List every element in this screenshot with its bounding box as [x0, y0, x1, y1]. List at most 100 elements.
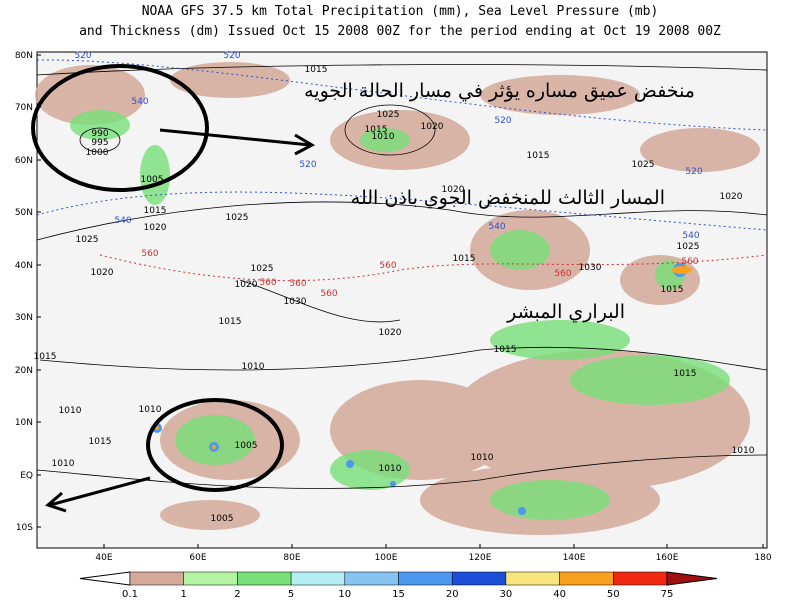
colorbar-swatch — [613, 571, 668, 586]
contour-label: 995 — [91, 138, 108, 148]
colorbar-label: 40 — [553, 589, 566, 600]
contour-label: 1010 — [242, 362, 265, 372]
colorbar: 0.1 1 2 5 10 15 20 30 40 50 75 — [79, 571, 718, 600]
colorbar-swatch — [129, 571, 184, 586]
colorbar-label: 50 — [607, 589, 620, 600]
colorbar-swatch — [559, 571, 614, 586]
contour-label: 1005 — [211, 514, 234, 524]
contour-label: 1000 — [86, 148, 109, 158]
lat-label: 60N — [15, 156, 33, 166]
lat-label: 70N — [15, 103, 33, 113]
arrow — [45, 128, 316, 513]
colorbar-label: 0.1 — [122, 589, 138, 600]
colorbar-label: 5 — [288, 589, 294, 600]
thickness — [36, 59, 768, 231]
colorbar-label: 1 — [181, 589, 187, 600]
colorbar-end — [79, 571, 131, 586]
contour-label: 560 — [320, 289, 337, 299]
contour-label: 520 — [299, 160, 316, 170]
contour-label: 1010 — [59, 406, 82, 416]
lon-label: 100E — [375, 553, 398, 563]
lat-label: 50N — [15, 208, 33, 218]
contour-label: 1005 — [141, 175, 164, 185]
contour-label: 1015 — [219, 317, 242, 327]
title-line: NOAA GFS 37.5 km Total Precipitation (mm… — [142, 4, 659, 19]
contour-label: 1025 — [677, 242, 700, 252]
map — [31, 51, 768, 549]
lon-label: 160E — [656, 553, 679, 563]
contour-label: 560 — [554, 269, 571, 279]
contour-label: 1030 — [579, 263, 602, 273]
contour-label: 1025 — [226, 213, 249, 223]
contour-label: 1025 — [251, 264, 274, 274]
colorbar-swatch — [398, 571, 453, 586]
contour-label: 1015 — [453, 254, 476, 264]
colorbar-swatch — [183, 571, 238, 586]
lat-label: 10S — [16, 523, 33, 533]
lat-label: 20N — [15, 366, 33, 376]
contour-label: 520 — [685, 167, 702, 177]
colorbar-swatch — [290, 571, 346, 586]
contour-label: 1015 — [661, 285, 684, 295]
contour-label: 540 — [488, 222, 505, 232]
lon-label: 180 — [754, 553, 771, 563]
colorbar-label: 15 — [392, 589, 405, 600]
contour-label: 1010 — [379, 464, 402, 474]
annotation: البراري المبشر — [506, 301, 625, 323]
colorbar-label: 75 — [661, 589, 674, 600]
lat-label: 40N — [15, 261, 33, 271]
thickness-560 — [99, 254, 768, 282]
contour-label: 560 — [259, 278, 276, 288]
contour-label: 1015 — [89, 437, 112, 447]
lat-label: 80N — [15, 51, 33, 61]
contour-label: 520 — [223, 51, 240, 61]
colorbar-swatch — [451, 571, 507, 586]
colorbar-label: 2 — [234, 589, 240, 600]
contour-label: 1010 — [139, 405, 162, 415]
contour-label: 1015 — [144, 206, 167, 216]
contour-label: 1020 — [421, 122, 444, 132]
contour-label: 1025 — [632, 160, 655, 170]
lon-label: 80E — [283, 553, 300, 563]
contour-label: 1015 — [365, 125, 388, 135]
contour-label: 1020 — [442, 185, 465, 195]
contour-label: 1015 — [494, 345, 517, 355]
contour-label: 1020 — [144, 223, 167, 233]
contour-label: 520 — [494, 116, 511, 126]
colorbar-label: 10 — [338, 589, 351, 600]
contour-label: 560 — [289, 279, 306, 289]
contour-label: 1010 — [372, 132, 395, 142]
contour-label: 540 — [114, 216, 131, 226]
contour-label: 1005 — [235, 441, 258, 451]
precip-moderate — [70, 110, 730, 520]
annotation: المسار الثالث للمنخفض الجوي باذن الله — [351, 187, 665, 209]
contour-label: 1020 — [720, 192, 743, 202]
title-line: and Thickness (dm) Issued Oct 15 2008 00… — [79, 24, 721, 39]
contour-label: 1020 — [379, 328, 402, 338]
contour-label: 1010 — [732, 446, 755, 456]
contour-label: 560 — [141, 249, 158, 259]
contour-label: 560 — [681, 257, 698, 267]
contour-label: 1010 — [471, 453, 494, 463]
contour-label: 540 — [682, 231, 699, 241]
contour-label: 560 — [379, 261, 396, 271]
colorbar-label: 30 — [500, 589, 513, 600]
contour-label: 1015 — [527, 151, 550, 161]
colorbar-swatch — [505, 571, 560, 586]
contour-label: 1010 — [52, 459, 75, 469]
contour-label: 540 — [131, 97, 148, 107]
contour-label: 1020 — [235, 280, 258, 290]
contour-label: 1030 — [284, 297, 307, 307]
precip-extreme — [155, 266, 692, 449]
contour-label: 1015 — [674, 369, 697, 379]
lon-label: 40E — [95, 553, 112, 563]
annotation: منخفض عميق مساره يؤثر في مسار الحالة الج… — [304, 80, 695, 102]
lon-label: 120E — [469, 553, 492, 563]
lat-label: 30N — [15, 313, 33, 323]
contour-label: 990 — [91, 129, 108, 139]
contour-label: 1015 — [34, 352, 57, 362]
highlight-ellipse — [31, 64, 284, 492]
contour-label: 1020 — [91, 268, 114, 278]
lon-label: 140E — [563, 553, 586, 563]
